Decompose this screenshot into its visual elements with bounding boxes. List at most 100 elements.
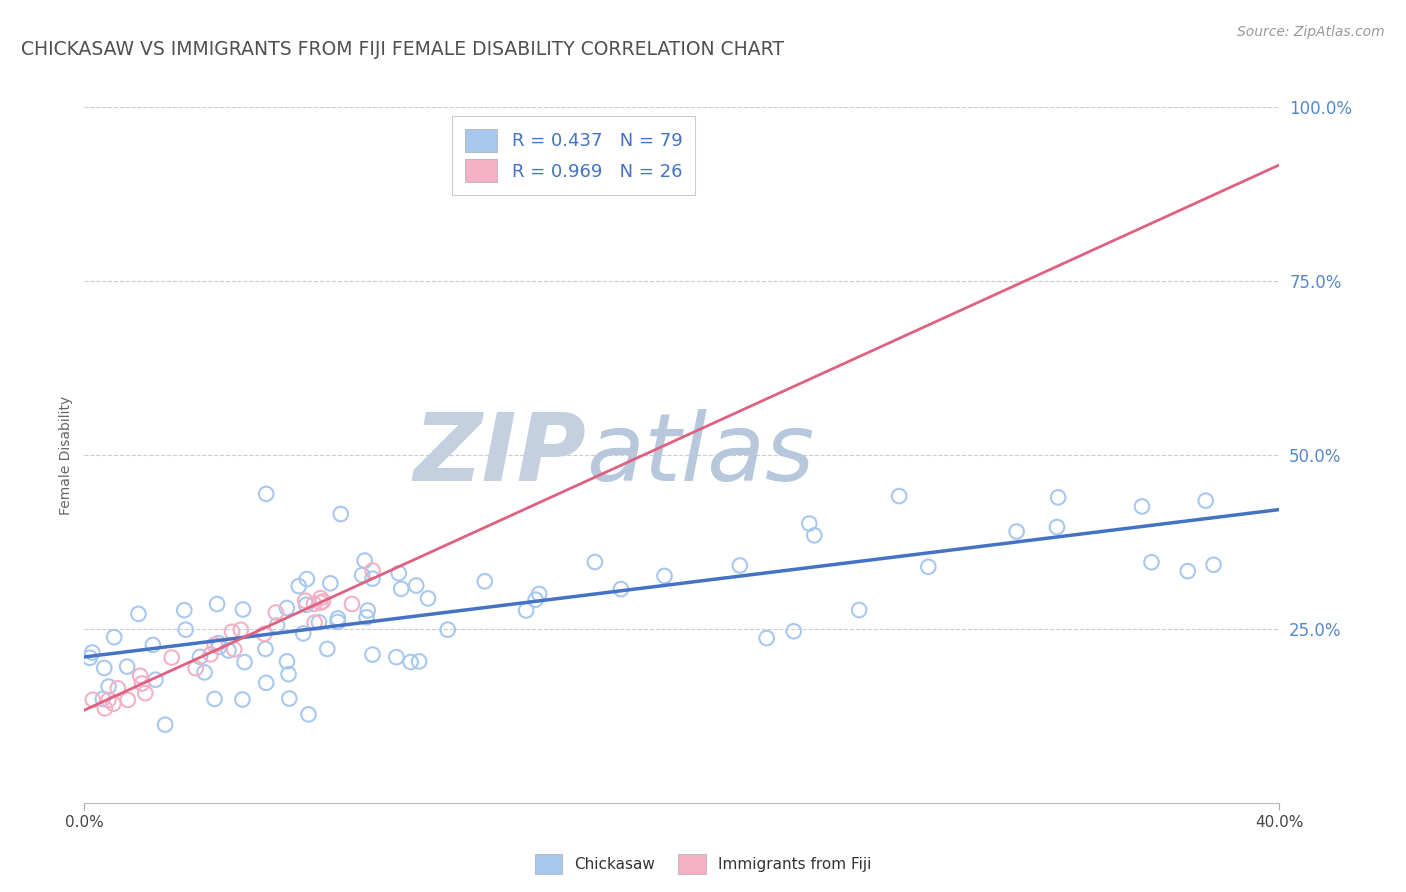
Legend: Chickasaw, Immigrants from Fiji: Chickasaw, Immigrants from Fiji bbox=[529, 848, 877, 880]
Point bbox=[153, 717, 176, 731]
Point bbox=[204, 692, 226, 706]
Point bbox=[848, 603, 870, 617]
Point bbox=[254, 676, 277, 690]
Point bbox=[97, 693, 120, 707]
Point bbox=[276, 654, 298, 668]
Point bbox=[527, 587, 550, 601]
Point bbox=[416, 591, 439, 606]
Point bbox=[917, 559, 939, 574]
Text: CHICKASAW VS IMMIGRANTS FROM FIJI FEMALE DISABILITY CORRELATION CHART: CHICKASAW VS IMMIGRANTS FROM FIJI FEMALE… bbox=[21, 40, 785, 59]
Point bbox=[1005, 524, 1028, 539]
Point bbox=[218, 643, 240, 657]
Point bbox=[309, 596, 332, 610]
Point bbox=[292, 626, 315, 640]
Point bbox=[385, 650, 408, 665]
Point bbox=[188, 649, 211, 664]
Point bbox=[755, 631, 778, 645]
Point bbox=[254, 487, 277, 501]
Point bbox=[329, 507, 352, 521]
Point bbox=[353, 553, 375, 567]
Point bbox=[94, 701, 117, 715]
Point bbox=[610, 582, 633, 596]
Point bbox=[224, 642, 246, 657]
Point bbox=[221, 624, 243, 639]
Point bbox=[474, 574, 496, 589]
Legend: R = 0.437   N = 79, R = 0.969   N = 26: R = 0.437 N = 79, R = 0.969 N = 26 bbox=[451, 116, 695, 195]
Point bbox=[264, 606, 287, 620]
Text: Source: ZipAtlas.com: Source: ZipAtlas.com bbox=[1237, 25, 1385, 39]
Point bbox=[97, 680, 120, 694]
Point bbox=[803, 528, 825, 542]
Point bbox=[276, 601, 298, 615]
Point bbox=[129, 669, 152, 683]
Point bbox=[436, 623, 458, 637]
Point bbox=[160, 650, 183, 665]
Point bbox=[82, 692, 104, 706]
Point bbox=[361, 564, 384, 578]
Point bbox=[783, 624, 806, 639]
Point bbox=[1195, 493, 1218, 508]
Point bbox=[340, 597, 363, 611]
Point bbox=[524, 592, 547, 607]
Point bbox=[389, 582, 412, 596]
Point bbox=[173, 603, 195, 617]
Point bbox=[583, 555, 606, 569]
Point bbox=[1130, 500, 1153, 514]
Point bbox=[1202, 558, 1225, 572]
Point bbox=[208, 640, 231, 654]
Point bbox=[312, 594, 335, 608]
Point bbox=[295, 598, 318, 612]
Point bbox=[1140, 555, 1163, 569]
Point bbox=[82, 645, 104, 659]
Point bbox=[799, 516, 821, 531]
Point bbox=[254, 642, 277, 657]
Point bbox=[399, 655, 422, 669]
Point bbox=[266, 618, 288, 632]
Point bbox=[184, 661, 207, 675]
Point bbox=[295, 572, 318, 586]
Point bbox=[302, 597, 325, 611]
Point bbox=[174, 623, 197, 637]
Point bbox=[207, 636, 229, 650]
Point bbox=[103, 630, 125, 644]
Point bbox=[309, 591, 332, 605]
Point bbox=[79, 650, 101, 665]
Point bbox=[277, 667, 299, 681]
Point bbox=[91, 692, 114, 706]
Point bbox=[316, 641, 339, 656]
Point bbox=[728, 558, 751, 573]
Point bbox=[253, 627, 276, 641]
Point bbox=[117, 693, 139, 707]
Point bbox=[231, 692, 253, 706]
Point bbox=[515, 603, 537, 617]
Point bbox=[1177, 564, 1199, 578]
Text: ZIP: ZIP bbox=[413, 409, 586, 501]
Point bbox=[233, 655, 256, 669]
Point bbox=[278, 691, 301, 706]
Point bbox=[356, 610, 378, 624]
Point bbox=[357, 603, 380, 617]
Point bbox=[308, 615, 330, 630]
Point bbox=[134, 686, 156, 700]
Point bbox=[326, 615, 349, 629]
Point bbox=[887, 489, 910, 503]
Point bbox=[205, 597, 228, 611]
Point bbox=[304, 615, 326, 630]
Point bbox=[361, 572, 384, 586]
Point bbox=[1047, 491, 1070, 505]
Point bbox=[287, 579, 309, 593]
Point bbox=[131, 676, 153, 690]
Point bbox=[232, 602, 254, 616]
Point bbox=[361, 648, 384, 662]
Point bbox=[103, 697, 125, 711]
Point bbox=[115, 659, 138, 673]
Point bbox=[200, 648, 222, 662]
Point bbox=[107, 681, 129, 696]
Point bbox=[654, 569, 676, 583]
Y-axis label: Female Disability: Female Disability bbox=[59, 395, 73, 515]
Point bbox=[388, 566, 411, 581]
Point bbox=[319, 576, 342, 591]
Point bbox=[1046, 520, 1069, 534]
Text: atlas: atlas bbox=[586, 409, 814, 500]
Point bbox=[229, 623, 252, 637]
